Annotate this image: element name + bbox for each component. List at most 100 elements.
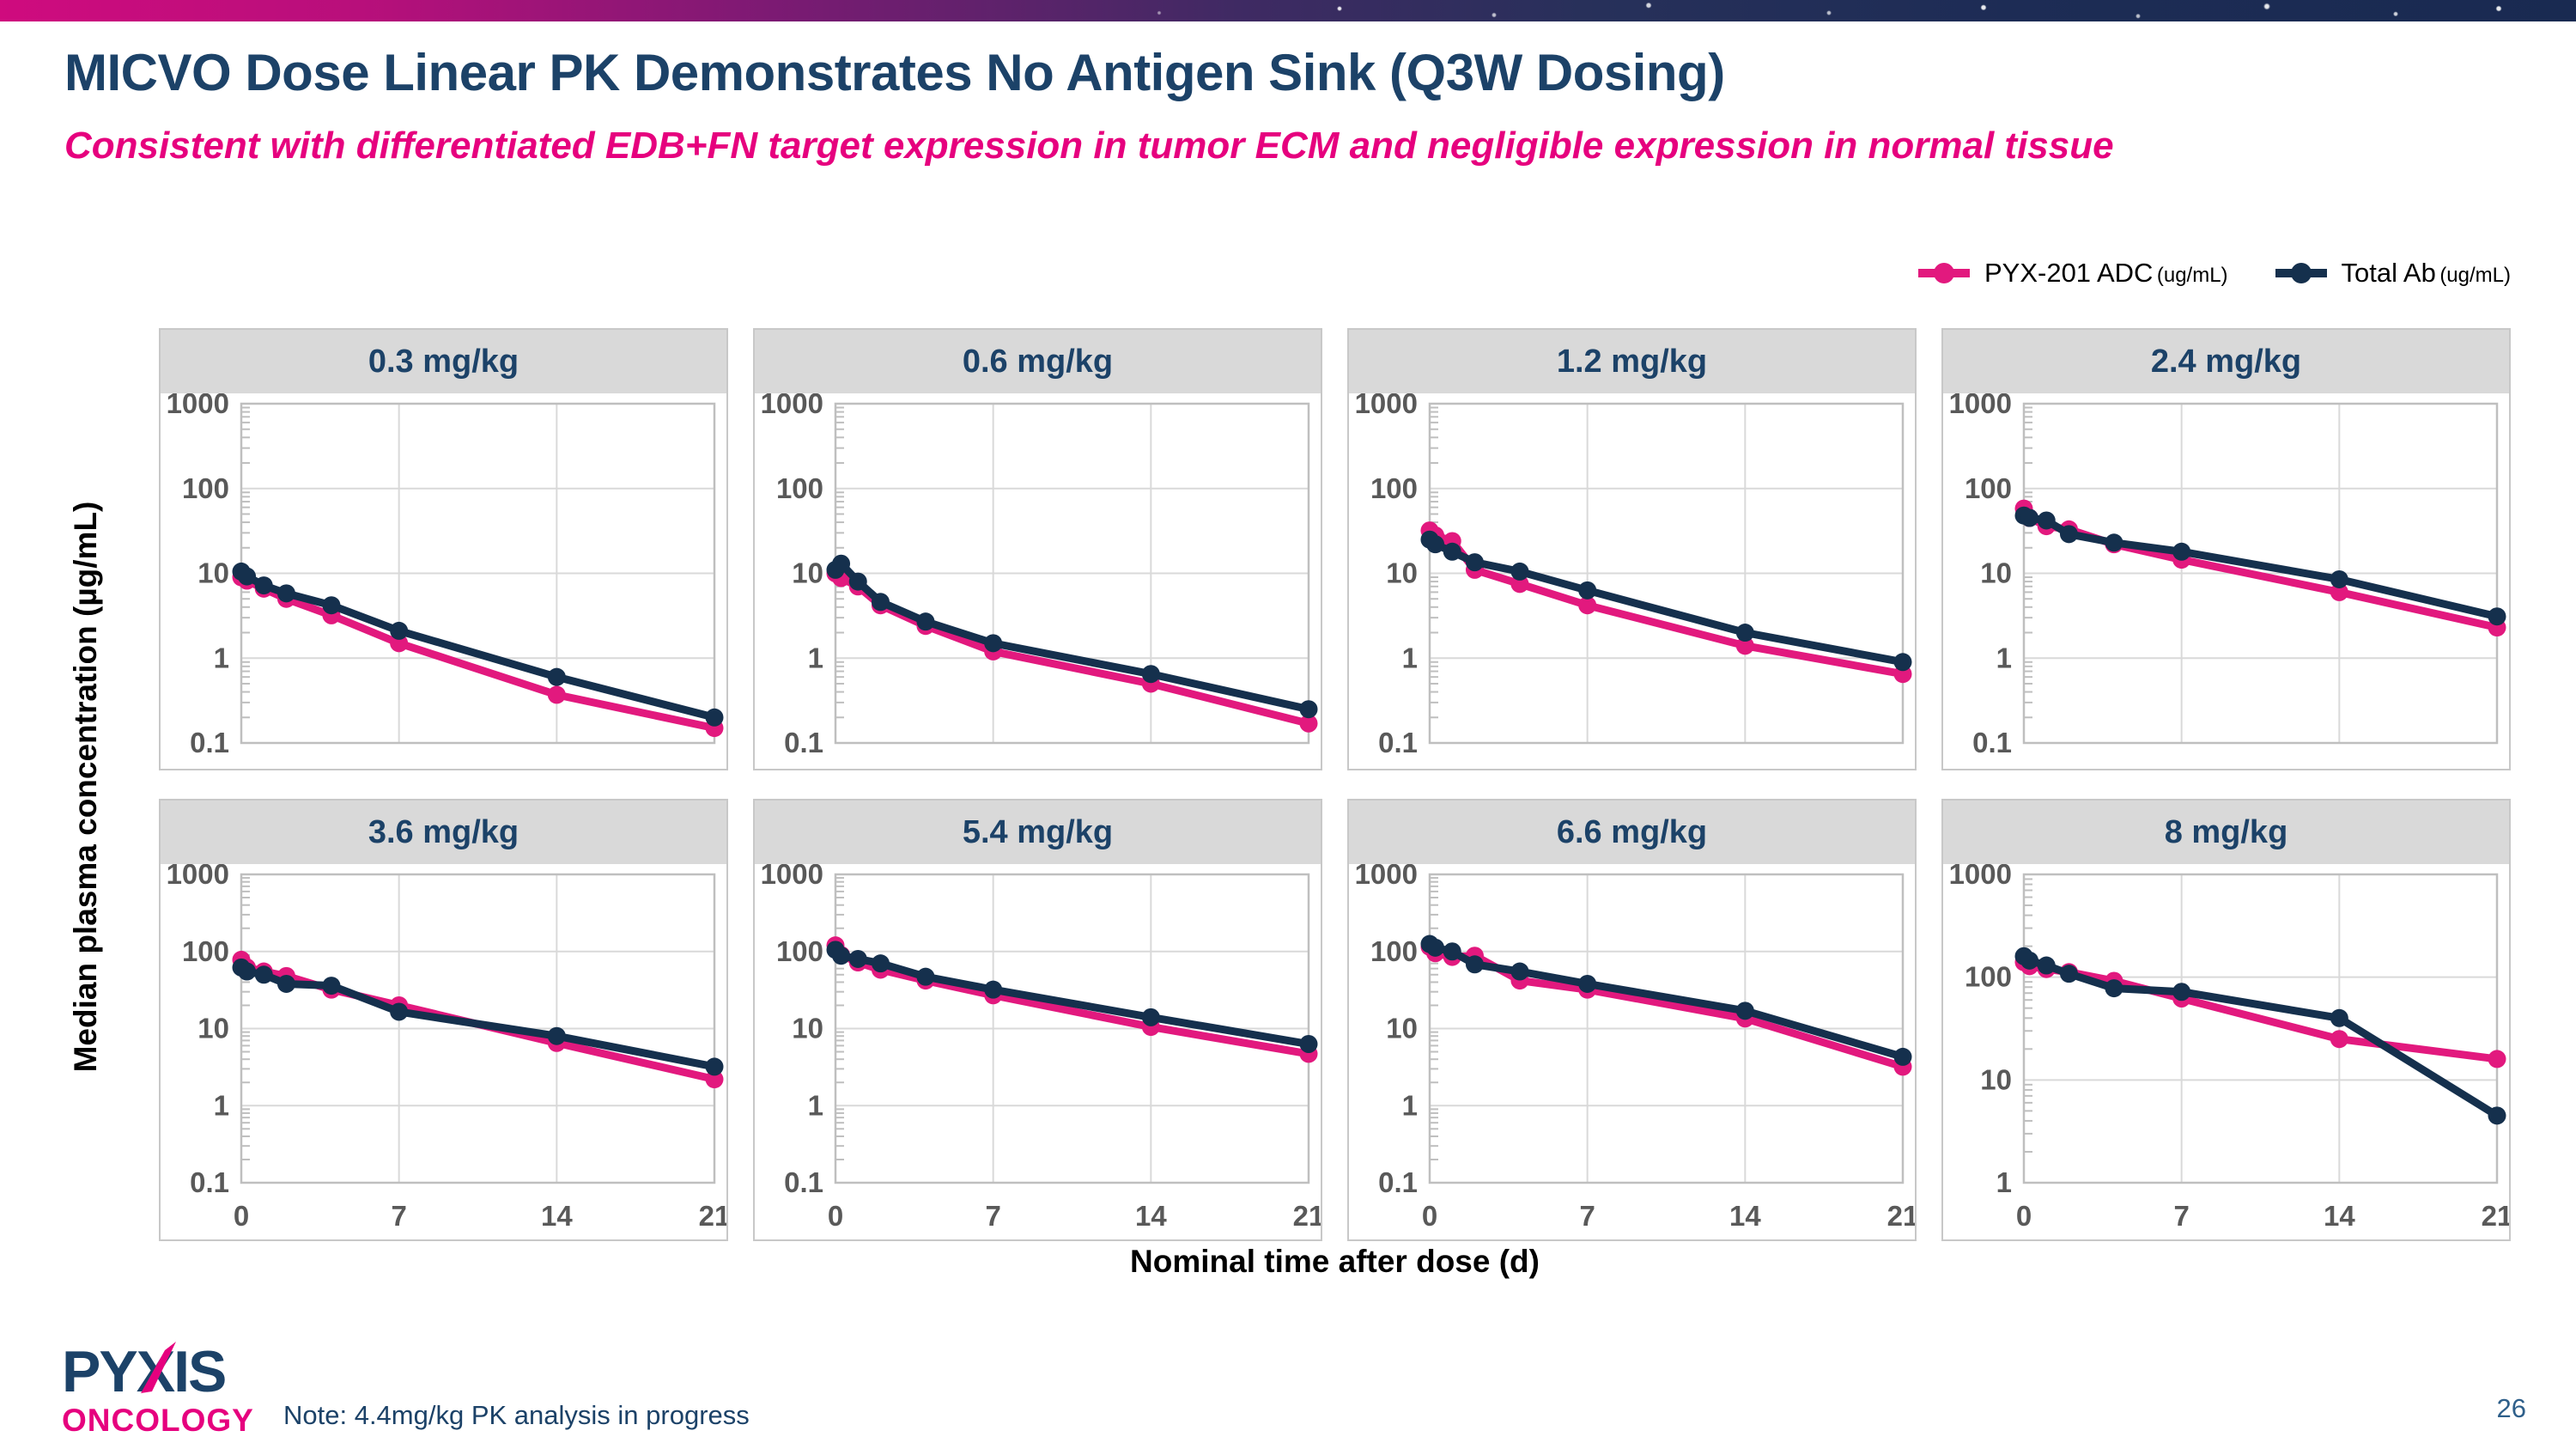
dose-panel-title: 0.3 mg/kg	[161, 330, 726, 393]
svg-text:1000: 1000	[167, 393, 229, 419]
logo-compass-needle-icon	[141, 1342, 176, 1393]
svg-text:14: 14	[2324, 1200, 2355, 1232]
dose-panel-chart: 1000 100 10 1 0.1	[161, 393, 726, 769]
svg-text:0.1: 0.1	[1378, 727, 1418, 758]
svg-text:0: 0	[2016, 1200, 2032, 1232]
svg-text:1: 1	[214, 1089, 229, 1121]
chart-legend: PYX-201 ADC (ug/mL) Total Ab (ug/mL)	[1916, 258, 2511, 289]
dose-panel-chart: 1000 100 10 1 0.1	[1349, 393, 1915, 769]
legend-item-total-ab: Total Ab (ug/mL)	[2273, 258, 2511, 289]
pk-chart-svg: 1000 100 10 1 0.1	[761, 393, 1318, 758]
pyxis-logo-icon: PYXIS ONCOLOGY	[62, 1339, 254, 1438]
svg-text:21: 21	[1293, 1200, 1321, 1232]
svg-text:10: 10	[1386, 1013, 1418, 1044]
svg-text:1000: 1000	[1355, 393, 1418, 419]
dose-panel-chart: 1000 100 10 1 0.1	[1943, 393, 2509, 769]
svg-text:21: 21	[2482, 1200, 2509, 1232]
dose-panel-grid: 0.3 mg/kg 1000 100 10 1 0.1 0.6 mg/kg 1000 100 10…	[159, 328, 2511, 1241]
dose-panel-0.6-mg-kg: 0.6 mg/kg 1000 100 10 1 0.1	[753, 328, 1322, 770]
svg-text:10: 10	[1386, 557, 1418, 589]
slide-title: MICVO Dose Linear PK Demonstrates No Ant…	[64, 44, 1725, 101]
dose-panel-title: 0.6 mg/kg	[755, 330, 1321, 393]
svg-text:0: 0	[1422, 1200, 1437, 1232]
svg-text:100: 100	[182, 935, 229, 967]
svg-text:14: 14	[1729, 1200, 1761, 1232]
dose-panel-title: 5.4 mg/kg	[755, 801, 1321, 864]
svg-text:100: 100	[1370, 472, 1418, 504]
svg-text:0: 0	[234, 1200, 249, 1232]
svg-text:100: 100	[1965, 961, 2012, 993]
svg-text:10: 10	[197, 557, 229, 589]
pyxis-oncology-logo: PYXIS ONCOLOGY	[62, 1339, 285, 1446]
svg-text:7: 7	[2173, 1200, 2189, 1232]
svg-text:10: 10	[1980, 1063, 2012, 1095]
svg-text:0: 0	[828, 1200, 843, 1232]
svg-text:1: 1	[808, 642, 823, 673]
svg-text:21: 21	[1887, 1200, 1915, 1232]
dose-panel-2.4-mg-kg: 2.4 mg/kg 1000 100 10 1 0.1	[1941, 328, 2511, 770]
svg-text:0.1: 0.1	[1378, 1166, 1418, 1198]
x-axis-label: Nominal time after dose (d)	[1130, 1244, 1540, 1279]
pk-chart-svg: 1000 100 10 1 0.10 7 14 21	[167, 864, 726, 1232]
svg-text:10: 10	[1980, 557, 2012, 589]
dose-panel-1.2-mg-kg: 1.2 mg/kg 1000 100 10 1 0.1	[1347, 328, 1917, 770]
svg-text:14: 14	[541, 1200, 573, 1232]
svg-text:1: 1	[808, 1089, 823, 1121]
svg-text:100: 100	[776, 935, 823, 967]
logo-wordmark: PYXIS	[62, 1340, 225, 1404]
dose-panel-0.3-mg-kg: 0.3 mg/kg 1000 100 10 1 0.1	[159, 328, 728, 770]
legend-item-adc: PYX-201 ADC (ug/mL)	[1916, 258, 2228, 289]
dose-panel-chart: 1000 100 10 1 0.1 0 7 14 21	[1349, 864, 1915, 1239]
dose-panel-chart: 1000 100 10 1 0.1	[755, 393, 1321, 769]
svg-text:1000: 1000	[1355, 864, 1418, 890]
svg-text:1000: 1000	[761, 864, 823, 890]
svg-text:100: 100	[776, 472, 823, 504]
svg-text:0.1: 0.1	[190, 1166, 229, 1198]
dose-panel-8-mg-kg: 8 mg/kg 1000 100 10 1 0 7 14 21	[1941, 799, 2511, 1241]
svg-text:1: 1	[1402, 1089, 1418, 1121]
pk-chart-svg: 1000 100 10 10 7 14 21	[1949, 864, 2509, 1232]
svg-text:1: 1	[1996, 642, 2012, 673]
dose-panel-chart: 1000 100 10 1 0 7 14 21	[1943, 864, 2509, 1239]
svg-text:1: 1	[1402, 642, 1418, 673]
svg-text:0.1: 0.1	[1972, 727, 2012, 758]
legend-unit-total-ab: (ug/mL)	[2439, 264, 2511, 287]
svg-text:10: 10	[792, 557, 823, 589]
svg-text:10: 10	[792, 1013, 823, 1044]
dose-panel-chart: 1000 100 10 1 0.1 0 7 14 21	[755, 864, 1321, 1239]
footnote: Note: 4.4mg/kg PK analysis in progress	[283, 1400, 750, 1430]
dose-panel-3.6-mg-kg: 3.6 mg/kg 1000 100 10 1 0.1 0 7 14 21	[159, 799, 728, 1241]
pk-chart-svg: 1000 100 10 1 0.1	[167, 393, 724, 758]
pk-chart-svg: 1000 100 10 1 0.1	[1949, 393, 2506, 758]
pk-chart-svg: 1000 100 10 1 0.10 7 14 21	[1355, 864, 1915, 1232]
dose-panel-6.6-mg-kg: 6.6 mg/kg 1000 100 10 1 0.1 0 7 14 21	[1347, 799, 1917, 1241]
svg-text:1: 1	[214, 642, 229, 673]
total-ab-line-marker-icon	[2275, 263, 2327, 283]
page-number: 26	[2496, 1393, 2526, 1423]
svg-text:1000: 1000	[167, 864, 229, 890]
slide-subtitle: Consistent with differentiated EDB+FN ta…	[64, 125, 2114, 167]
pk-chart-svg: 1000 100 10 1 0.1	[1355, 393, 1912, 758]
dose-panel-title: 8 mg/kg	[1943, 801, 2509, 864]
svg-text:100: 100	[1370, 935, 1418, 967]
svg-text:7: 7	[391, 1200, 406, 1232]
svg-text:1000: 1000	[1949, 393, 2012, 419]
dose-panel-chart: 1000 100 10 1 0.1 0 7 14 21	[161, 864, 726, 1239]
svg-text:7: 7	[985, 1200, 1000, 1232]
svg-text:100: 100	[1965, 472, 2012, 504]
logo-subbrand: ONCOLOGY	[62, 1403, 254, 1438]
legend-label-adc: PYX-201 ADC	[1984, 258, 2154, 288]
svg-text:1000: 1000	[761, 393, 823, 419]
svg-text:1000: 1000	[1949, 864, 2012, 890]
dose-panel-title: 6.6 mg/kg	[1349, 801, 1915, 864]
legend-unit-adc: (ug/mL)	[2156, 264, 2228, 287]
svg-text:0.1: 0.1	[784, 1166, 823, 1198]
y-axis-label: Median plasma concentration (µg/mL)	[68, 501, 103, 1073]
svg-text:7: 7	[1579, 1200, 1595, 1232]
svg-text:21: 21	[699, 1200, 726, 1232]
legend-label-total-ab: Total Ab	[2341, 258, 2436, 288]
svg-text:100: 100	[182, 472, 229, 504]
top-gradient-bar	[0, 0, 2576, 21]
svg-text:0.1: 0.1	[190, 727, 229, 758]
